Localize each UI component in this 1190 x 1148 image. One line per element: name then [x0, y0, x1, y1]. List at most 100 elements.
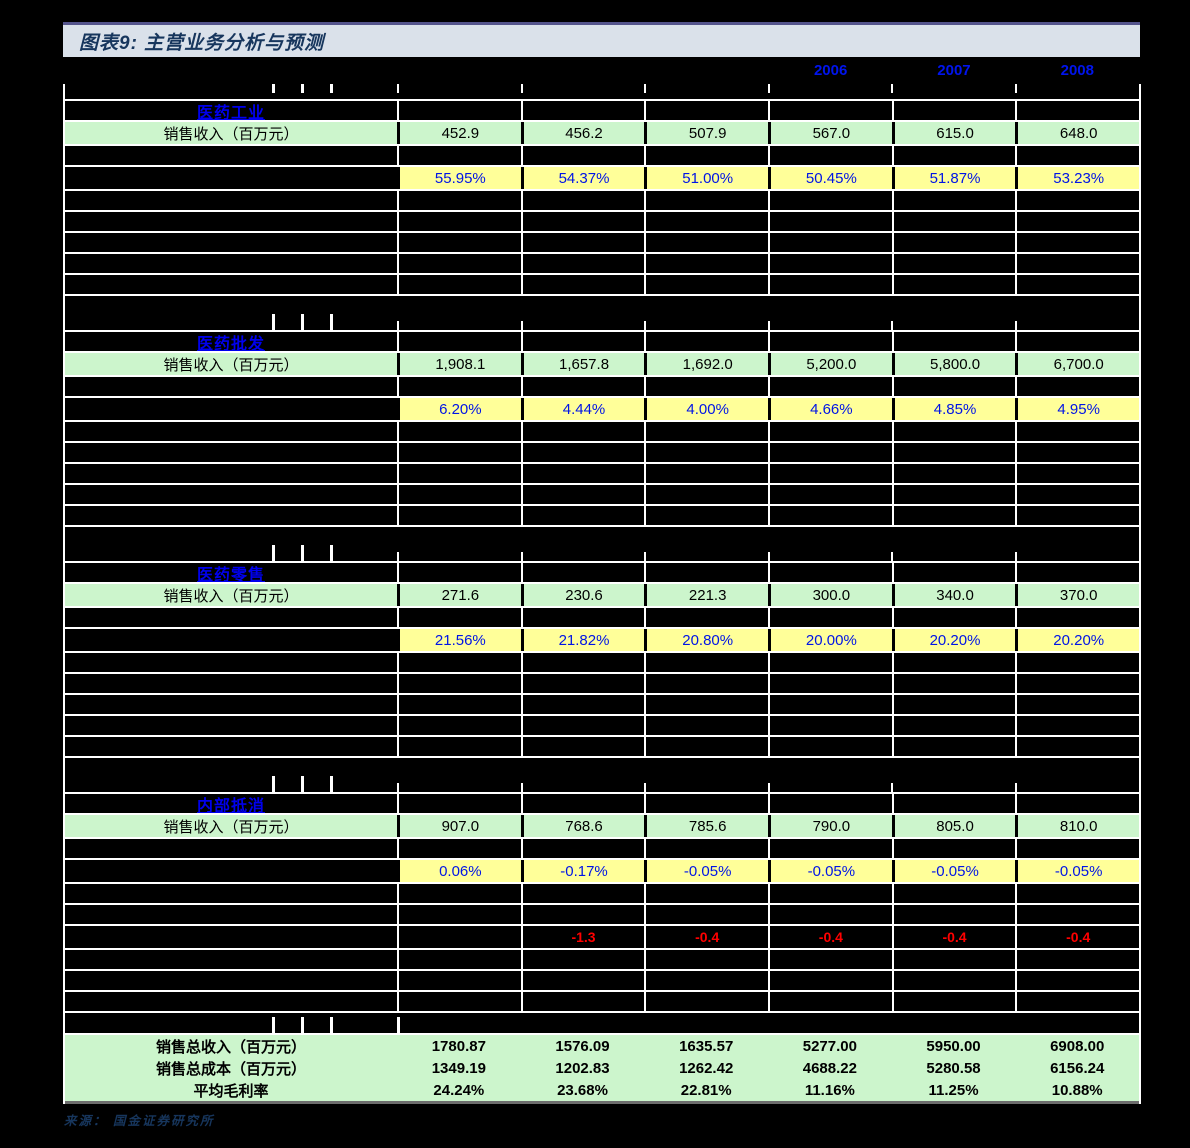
gridline-tick — [330, 314, 333, 330]
hidden-row — [65, 653, 1140, 674]
cell — [522, 563, 647, 582]
cell — [1017, 992, 1140, 1011]
hidden-row — [65, 506, 1140, 527]
label-cell — [65, 464, 399, 483]
cell — [1017, 377, 1140, 396]
gridline-tick — [272, 84, 275, 93]
section-link-3[interactable]: 内部抵消 — [196, 797, 265, 814]
summary-row-1: 销售总成本（百万元） 1349.19 1202.83 1262.42 4688.22 52… — [65, 1057, 1139, 1079]
gridline-tick — [521, 84, 523, 93]
year-col-hidden-2 — [522, 58, 645, 82]
section-spacer-row — [65, 527, 1139, 563]
hidden-row — [65, 737, 1140, 758]
cell — [646, 971, 771, 990]
cell — [646, 506, 771, 525]
cell — [893, 794, 1018, 813]
cell — [646, 608, 771, 627]
cell — [1017, 101, 1140, 120]
gridline-tick — [397, 321, 399, 330]
cell — [770, 191, 894, 210]
gridline-tick — [272, 314, 275, 330]
cell — [1017, 485, 1140, 504]
revenue-label: 销售收入（百万元） — [65, 584, 400, 606]
cell — [399, 794, 523, 813]
summary-value: 1349.19 — [431, 1059, 486, 1077]
section-link-0: 医药工业 — [65, 101, 399, 120]
cell — [770, 233, 894, 252]
label-cell — [65, 275, 399, 294]
cell — [770, 563, 894, 582]
cell — [522, 794, 647, 813]
figure-title: 图表9: 主营业务分析与预测 — [79, 32, 325, 54]
cell — [399, 275, 523, 294]
hidden-row — [65, 839, 1140, 860]
cell — [522, 950, 647, 969]
cell — [893, 254, 1018, 273]
summary-label: 销售总成本（百万元） — [155, 1060, 306, 1078]
gridline-tick — [768, 552, 770, 561]
cell — [522, 191, 647, 210]
cell — [399, 464, 523, 483]
cell — [646, 485, 771, 504]
cell — [893, 971, 1018, 990]
cell — [893, 905, 1018, 924]
margin-value: 20.20% — [894, 629, 1019, 651]
cell — [399, 695, 523, 714]
cell — [399, 443, 523, 462]
cell — [893, 422, 1018, 441]
cell — [646, 146, 771, 165]
cell — [399, 332, 523, 351]
label-cell — [65, 506, 399, 525]
cell — [399, 422, 523, 441]
cell — [770, 212, 894, 231]
revenue-value: 810.0 — [1018, 815, 1140, 837]
label-cell — [65, 737, 399, 756]
section-spacer-row — [65, 296, 1139, 332]
gridline-tick — [768, 783, 770, 792]
section-link-2: 医药零售 — [65, 563, 399, 582]
gridline-tick — [521, 321, 523, 330]
cell — [893, 332, 1018, 351]
cell — [522, 992, 647, 1011]
cell — [770, 377, 894, 396]
summary-value: 23.68% — [557, 1081, 608, 1099]
year-col-hidden-1 — [399, 58, 522, 82]
cell — [770, 737, 894, 756]
cell — [522, 716, 647, 735]
cell — [1017, 146, 1140, 165]
margin-value: 50.45% — [771, 167, 895, 189]
adjustment-row: -1.3 -0.4 -0.4 -0.4 -0.4 — [65, 926, 1140, 950]
gridline-tick — [397, 1017, 400, 1033]
cell — [1017, 971, 1140, 990]
gridline-tick — [644, 552, 646, 561]
cell — [399, 839, 523, 858]
margin-value: 51.87% — [894, 167, 1019, 189]
gridline-tick — [301, 545, 304, 561]
hidden-row — [65, 971, 1140, 992]
cell — [770, 716, 894, 735]
margin-value: 4.95% — [1018, 398, 1140, 420]
cell — [522, 695, 647, 714]
label-cell — [65, 860, 400, 882]
gridline-tick — [301, 1017, 304, 1033]
revenue-label: 销售收入（百万元） — [163, 587, 299, 605]
cell — [893, 443, 1018, 462]
section-link-2[interactable]: 医药零售 — [196, 566, 265, 583]
section-link-0[interactable]: 医药工业 — [196, 104, 265, 121]
revenue-value: 785.6 — [647, 815, 772, 837]
summary-block: 销售总收入（百万元） 1780.87 1576.09 1635.57 5277.00 59… — [65, 1035, 1139, 1104]
revenue-label: 销售收入（百万元） — [65, 122, 400, 144]
margin-value: 4.00% — [647, 398, 772, 420]
summary-value: 1780.87 — [431, 1037, 486, 1055]
margin-value: 21.56% — [400, 629, 524, 651]
revenue-value: 790.0 — [771, 815, 895, 837]
margin-value: -0.17% — [523, 860, 648, 882]
cell — [770, 608, 894, 627]
section-header-row: 内部抵消 — [65, 794, 1140, 815]
revenue-value: 300.0 — [771, 584, 895, 606]
adjustment-value: -1.3 — [522, 926, 647, 948]
section-link-1[interactable]: 医药批发 — [196, 335, 265, 352]
gridline-tick — [1015, 552, 1017, 561]
summary-value: 6156.24 — [1050, 1059, 1105, 1077]
cell — [646, 653, 771, 672]
